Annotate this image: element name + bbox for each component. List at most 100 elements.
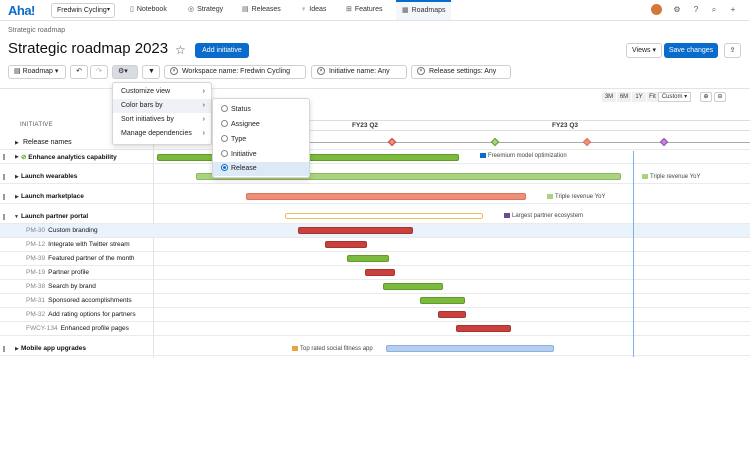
menu-item-sort-initiatives-by[interactable]: Sort initiatives by › (113, 113, 211, 127)
close-icon[interactable]: × (417, 67, 425, 76)
caret-right-icon[interactable]: ▶ (15, 174, 19, 180)
roadmap-view-select[interactable]: ▤ Roadmap ▾ (8, 65, 66, 79)
chevron-right-icon: › (202, 116, 205, 123)
initiative-filter[interactable]: × Initiative name: Any (311, 65, 407, 79)
feature-name[interactable]: PM-32 Add rating options for partners (26, 311, 136, 318)
initiative-row[interactable] (0, 342, 750, 356)
initiative-bar[interactable] (285, 213, 483, 219)
zoom-1y[interactable]: 1Y (632, 92, 646, 102)
caret-right-icon[interactable]: ▶ (15, 194, 19, 200)
drag-handle[interactable] (3, 194, 5, 200)
feature-name[interactable]: PM-31 Sponsored accomplishments (26, 297, 132, 304)
color-option-type[interactable]: Type (213, 133, 309, 147)
undo-icon[interactable]: ↶ (70, 65, 88, 79)
save-changes-button[interactable]: Save changes (664, 43, 718, 58)
color-option-assignee[interactable]: Assignee (213, 118, 309, 132)
share-icon[interactable]: ⇪ (724, 43, 741, 58)
settings-menu-button[interactable]: ⚙▾ (112, 65, 138, 79)
feature-row[interactable] (0, 266, 750, 280)
initiative-row[interactable] (0, 190, 750, 204)
help-icon[interactable]: ? (693, 5, 699, 14)
initiative-name[interactable]: Launch partner portal (21, 213, 89, 220)
close-icon[interactable]: × (317, 67, 325, 76)
zoom-out-icon[interactable]: ⊖ (714, 92, 726, 102)
initiative-name[interactable]: Launch marketplace (21, 193, 84, 200)
settings-icon[interactable]: ⚙ (673, 5, 681, 14)
initiative-bar[interactable] (386, 345, 554, 352)
initiative-name[interactable]: Mobile app upgrades (21, 345, 87, 352)
tab-releases[interactable]: ▤ Releases (236, 0, 287, 20)
check-circle-icon: ⊘ (21, 154, 27, 161)
feature-bar[interactable] (298, 227, 413, 234)
initiative-bar[interactable] (196, 173, 621, 180)
workspace-name: Fredwin Cycling (57, 7, 107, 14)
menu-item-color-bars-by[interactable]: Color bars by › (113, 99, 211, 113)
redo-icon[interactable]: ↷ (90, 65, 108, 79)
feature-name[interactable]: FWCY-134 Enhanced profile pages (26, 325, 129, 332)
feature-bar[interactable] (383, 283, 443, 290)
drag-handle[interactable] (3, 214, 5, 220)
tab-notebook[interactable]: ▯ Notebook (124, 0, 173, 20)
add-initiative-button[interactable]: Add initiative (195, 43, 249, 58)
feature-name[interactable]: PM-39 Featured partner of the month (26, 255, 135, 262)
avatar[interactable] (651, 4, 662, 15)
tab-roadmaps[interactable]: ▦ Roadmaps (396, 0, 452, 20)
caret-down-icon[interactable]: ▼ (14, 214, 19, 220)
workspace-filter[interactable]: × Workspace name: Fredwin Cycling (164, 65, 306, 79)
drag-handle[interactable] (3, 174, 5, 180)
initiative-row[interactable] (0, 170, 750, 184)
menu-item-manage-dependencies[interactable]: Manage dependencies › (113, 127, 211, 141)
initiative-name[interactable]: Launch wearables (21, 173, 78, 180)
feature-name[interactable]: PM-12 Integrate with Twitter stream (26, 241, 130, 248)
initiative-row[interactable] (0, 210, 750, 224)
aha-logo[interactable]: Aha! (8, 3, 35, 18)
feature-name[interactable]: PM-19 Partner profile (26, 269, 89, 276)
caret-right-icon[interactable]: ▶ (15, 154, 19, 160)
feature-row[interactable] (0, 322, 750, 336)
star-icon[interactable]: ☆ (175, 43, 186, 57)
option-label: Status (231, 106, 251, 113)
feature-id: PM-38 (26, 283, 46, 290)
tab-features[interactable]: ⊞ Features (340, 0, 389, 20)
initiative-bar[interactable] (246, 193, 526, 200)
feature-bar[interactable] (347, 255, 389, 262)
zoom-6m[interactable]: 6M (617, 92, 631, 102)
zoom-custom-select[interactable]: Custom ▾ (658, 92, 691, 102)
color-option-initiative[interactable]: Initiative (213, 148, 309, 162)
feature-bar[interactable] (420, 297, 465, 304)
menu-item-customize-view[interactable]: Customize view › (113, 85, 211, 99)
breadcrumb[interactable]: Strategic roadmap (8, 27, 66, 34)
initiative-name[interactable]: ⊘ Enhance analytics capability (21, 153, 117, 161)
feature-name[interactable]: PM-38 Search by brand (26, 283, 96, 290)
tab-strategy[interactable]: ◎ Strategy (182, 0, 229, 20)
feature-row[interactable] (0, 252, 750, 266)
workspace-selector[interactable]: Fredwin Cycling ▾ (51, 3, 115, 18)
color-bars-submenu: Status Assignee Type Initiative Release (212, 98, 310, 178)
search-icon[interactable]: ⌕ (711, 5, 717, 14)
color-option-status[interactable]: Status (213, 103, 309, 117)
filter-icon[interactable]: ▼ (142, 65, 160, 79)
feature-bar[interactable] (325, 241, 367, 248)
color-option-release[interactable]: Release (213, 162, 309, 176)
release-filter[interactable]: × Release settings: Any (411, 65, 511, 79)
feature-bar[interactable] (365, 269, 395, 276)
zoom-3m[interactable]: 3M (602, 92, 616, 102)
feature-row[interactable] (0, 308, 750, 322)
feature-row[interactable] (0, 294, 750, 308)
drag-handle[interactable] (3, 154, 5, 160)
zoom-in-icon[interactable]: ⊕ (700, 92, 712, 102)
drag-handle[interactable] (3, 346, 5, 352)
views-button[interactable]: Views ▾ (626, 43, 662, 58)
feature-bar[interactable] (438, 311, 466, 318)
feature-row[interactable] (0, 238, 750, 252)
feature-name[interactable]: PM-30 Custom branding (26, 227, 98, 234)
caret-right-icon[interactable]: ▶ (15, 140, 19, 146)
initiative-row[interactable] (0, 150, 750, 164)
tab-ideas[interactable]: ♀ Ideas (295, 0, 332, 20)
feature-row[interactable] (0, 280, 750, 294)
caret-right-icon[interactable]: ▶ (15, 346, 19, 352)
zoom-fit[interactable]: Fit (647, 92, 658, 102)
add-icon[interactable]: + (730, 5, 736, 14)
close-icon[interactable]: × (170, 67, 178, 76)
feature-bar[interactable] (456, 325, 511, 332)
